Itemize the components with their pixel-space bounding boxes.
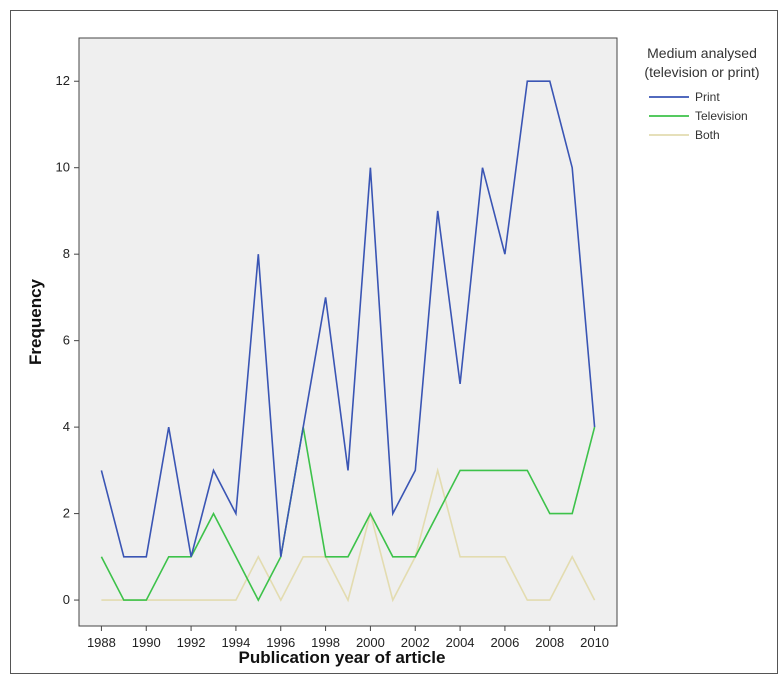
series-line-both: [101, 467, 596, 603]
legend-label-print: Print: [695, 90, 720, 104]
y-axis-title: Frequency: [26, 278, 45, 365]
legend: Medium analysed (television or print) Pr…: [644, 45, 759, 142]
x-tick-label: 1996: [266, 635, 295, 650]
x-tick-label: 2002: [401, 635, 430, 650]
x-tick-label: 1998: [311, 635, 340, 650]
legend-title-line2: (television or print): [644, 64, 759, 80]
chart-frame: 1988 1990 1992 1994 1996 1998 2000 2002 2004 2006…: [10, 10, 778, 674]
x-tick-label: 1994: [221, 635, 250, 650]
y-tick-label: 10: [56, 160, 70, 175]
x-axis: 1988 1990 1992 1994 1996 1998 2000 2002 2004 2006…: [87, 626, 609, 650]
y-tick-label: 6: [63, 333, 70, 348]
y-tick-label: 4: [63, 419, 70, 434]
x-tick-label: 2000: [356, 635, 385, 650]
line-chart: 1988 1990 1992 1994 1996 1998 2000 2002 2004 2006…: [26, 37, 760, 667]
legend-title-line1: Medium analysed: [647, 45, 757, 61]
x-tick-label: 2004: [446, 635, 475, 650]
plot-area: [78, 37, 618, 627]
y-tick-label: 12: [56, 73, 70, 88]
series-layer: [100, 80, 596, 603]
y-tick-label: 8: [63, 246, 70, 261]
x-axis-title: Publication year of article: [239, 648, 446, 667]
x-tick-label: 1992: [177, 635, 206, 650]
legend-items: Print Television Both: [649, 90, 748, 142]
x-tick-label: 2008: [535, 635, 564, 650]
x-tick-label: 2010: [580, 635, 609, 650]
series-line-print: [100, 80, 596, 558]
series-line-television: [100, 426, 596, 602]
x-tick-label: 1990: [132, 635, 161, 650]
y-tick-label: 0: [63, 592, 70, 607]
legend-label-both: Both: [695, 128, 720, 142]
x-tick-label: 1988: [87, 635, 116, 650]
y-tick-label: 2: [63, 506, 70, 521]
x-tick-label: 2006: [490, 635, 519, 650]
legend-label-television: Television: [695, 109, 748, 123]
y-axis: 0 2 4 6 8 10 12: [56, 73, 79, 607]
